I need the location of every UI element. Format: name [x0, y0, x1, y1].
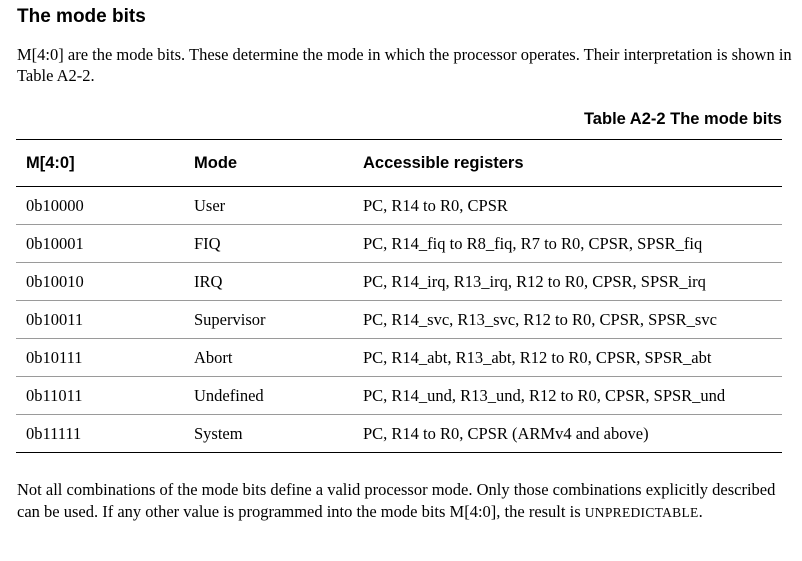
table-caption: Table A2-2 The mode bits	[583, 110, 782, 128]
cell-registers: PC, R14_abt, R13_abt, R12 to R0, CPSR, S…	[353, 338, 782, 377]
cell-mode: User	[184, 186, 353, 225]
section-heading: The mode bits	[17, 6, 146, 27]
cell-mode-bits: 0b10111	[16, 338, 184, 377]
intro-paragraph: M[4:0] are the mode bits. These determin…	[17, 45, 792, 85]
table-row: 0b10011 Supervisor PC, R14_svc, R13_svc,…	[16, 300, 782, 339]
mode-bits-table: M[4:0] Mode Accessible registers 0b10000…	[16, 139, 782, 453]
unpredictable-term: UNPREDICTABLE	[584, 505, 699, 520]
table-header-row: M[4:0] Mode Accessible registers	[16, 139, 782, 187]
cell-mode-bits: 0b10010	[16, 262, 184, 301]
table-row: 0b10001 FIQ PC, R14_fiq to R8_fiq, R7 to…	[16, 224, 782, 263]
cell-registers: PC, R14_fiq to R8_fiq, R7 to R0, CPSR, S…	[353, 224, 782, 263]
cell-registers: PC, R14 to R0, CPSR	[353, 186, 782, 225]
header-accessible-registers: Accessible registers	[353, 139, 782, 187]
cell-mode: Undefined	[184, 376, 353, 415]
table-row: 0b11111 System PC, R14 to R0, CPSR (ARMv…	[16, 414, 782, 453]
cell-mode: IRQ	[184, 262, 353, 301]
cell-mode-bits: 0b10000	[16, 186, 184, 225]
cell-mode-bits: 0b10011	[16, 300, 184, 339]
cell-registers: PC, R14_svc, R13_svc, R12 to R0, CPSR, S…	[353, 300, 782, 339]
cell-registers: PC, R14_irq, R13_irq, R12 to R0, CPSR, S…	[353, 262, 782, 301]
table-row: 0b10010 IRQ PC, R14_irq, R13_irq, R12 to…	[16, 262, 782, 301]
cell-mode: Abort	[184, 338, 353, 377]
table-row: 0b10111 Abort PC, R14_abt, R13_abt, R12 …	[16, 338, 782, 377]
cell-registers: PC, R14_und, R13_und, R12 to R0, CPSR, S…	[353, 376, 782, 415]
table-row: 0b10000 User PC, R14 to R0, CPSR	[16, 186, 782, 225]
cell-mode: Supervisor	[184, 300, 353, 339]
header-mode-bits: M[4:0]	[16, 139, 184, 187]
cell-mode-bits: 0b11111	[16, 414, 184, 453]
cell-mode: System	[184, 414, 353, 453]
header-mode: Mode	[184, 139, 353, 187]
cell-mode: FIQ	[184, 224, 353, 263]
footer-paragraph: Not all combinations of the mode bits de…	[17, 479, 792, 524]
cell-mode-bits: 0b11011	[16, 376, 184, 415]
table-row: 0b11011 Undefined PC, R14_und, R13_und, …	[16, 376, 782, 415]
mode-bits-table-wrapper: M[4:0] Mode Accessible registers 0b10000…	[16, 139, 782, 453]
cell-mode-bits: 0b10001	[16, 224, 184, 263]
cell-registers: PC, R14 to R0, CPSR (ARMv4 and above)	[353, 414, 782, 453]
footer-text: Not all combinations of the mode bits de…	[17, 480, 776, 521]
footer-period: .	[698, 502, 703, 521]
